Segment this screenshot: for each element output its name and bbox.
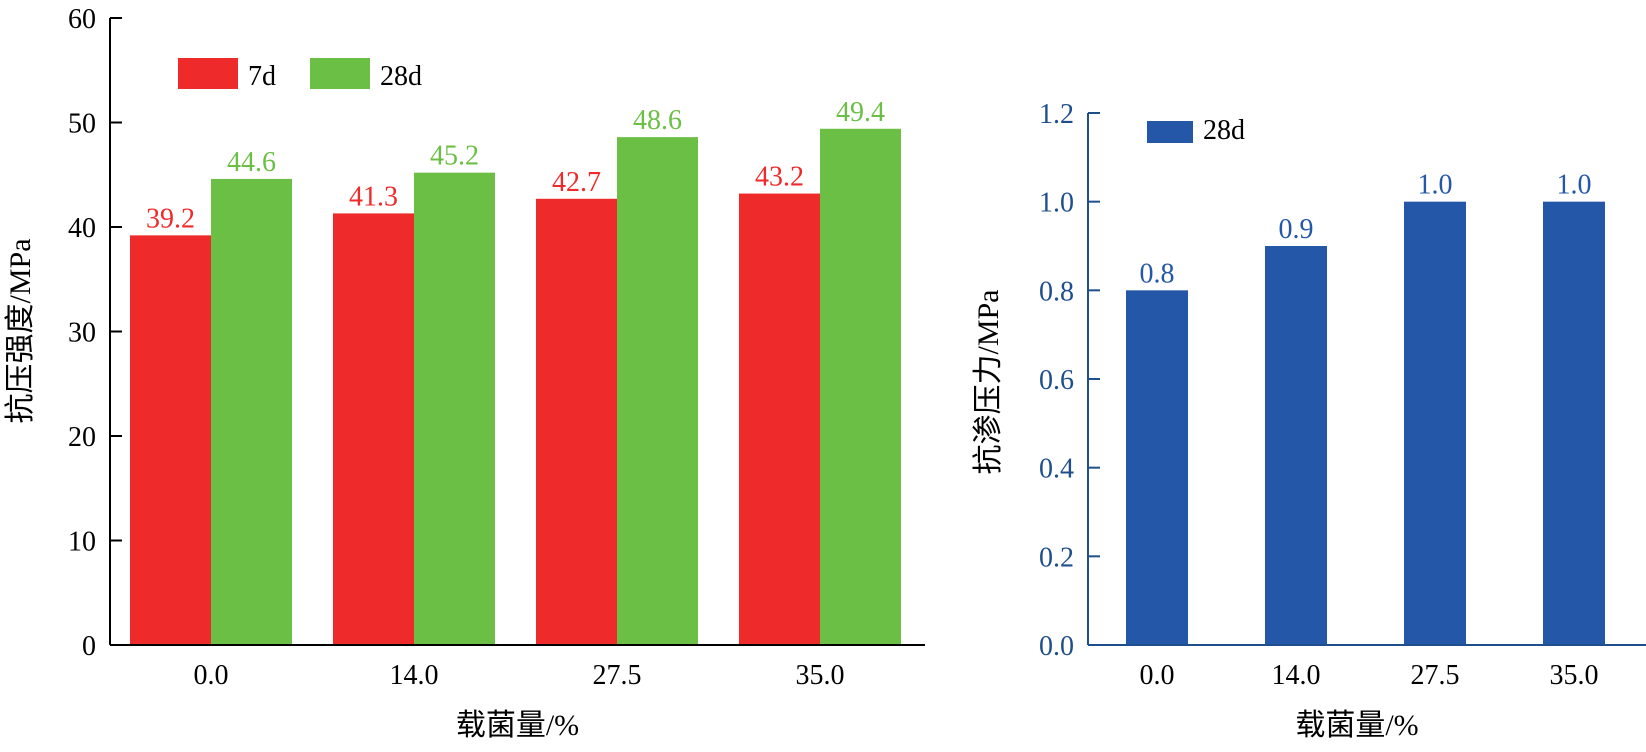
data-label-1-28d-0: 0.8 bbox=[1140, 258, 1175, 289]
x-tick-label-0-2: 27.5 bbox=[593, 660, 642, 691]
data-label-0-28d-1: 45.2 bbox=[430, 141, 479, 172]
bar-0-7d-2 bbox=[536, 198, 617, 645]
x-tick-label-0-1: 14.0 bbox=[390, 660, 439, 691]
legend-label-0-28d: 28d bbox=[380, 61, 422, 92]
y-axis-label-0: 抗压强度/MPa bbox=[4, 238, 37, 423]
y-tick-label-0-1: 10 bbox=[68, 527, 96, 558]
bar-1-28d-2 bbox=[1404, 201, 1466, 645]
x-tick-label-1-1: 14.0 bbox=[1272, 660, 1321, 691]
y-tick-label-0-3: 30 bbox=[68, 318, 96, 349]
y-tick-label-1-0: 0.0 bbox=[1039, 631, 1074, 662]
bar-0-28d-3 bbox=[820, 128, 901, 645]
x-axis-label-1: 载菌量/% bbox=[1295, 709, 1418, 742]
y-tick-label-1-2: 0.4 bbox=[1039, 454, 1074, 485]
x-tick-label-0-0: 0.0 bbox=[194, 660, 229, 691]
legend-label-1-28d: 28d bbox=[1203, 115, 1245, 146]
data-label-0-28d-0: 44.6 bbox=[227, 147, 276, 178]
data-label-1-28d-3: 1.0 bbox=[1557, 170, 1592, 201]
legend-label-0-7d: 7d bbox=[248, 61, 276, 92]
data-label-0-7d-2: 42.7 bbox=[552, 167, 601, 198]
y-tick-label-1-5: 1.0 bbox=[1039, 188, 1074, 219]
data-label-0-28d-2: 48.6 bbox=[633, 105, 682, 136]
bar-0-28d-2 bbox=[617, 137, 698, 645]
x-tick-label-0-3: 35.0 bbox=[796, 660, 845, 691]
bar-0-28d-1 bbox=[414, 172, 495, 645]
y-tick-label-1-4: 0.8 bbox=[1039, 276, 1074, 307]
x-axis-label-0: 载菌量/% bbox=[456, 709, 579, 742]
y-axis-label-1: 抗渗压力/MPa bbox=[972, 289, 1005, 474]
bar-0-28d-0 bbox=[211, 178, 292, 645]
x-tick-label-1-3: 35.0 bbox=[1550, 660, 1599, 691]
y-tick-label-0-4: 40 bbox=[68, 213, 96, 244]
y-tick-label-0-5: 50 bbox=[68, 109, 96, 140]
y-tick-label-0-6: 60 bbox=[68, 4, 96, 35]
bar-0-7d-1 bbox=[333, 213, 414, 646]
data-label-0-7d-1: 41.3 bbox=[349, 181, 398, 212]
x-tick-label-1-2: 27.5 bbox=[1411, 660, 1460, 691]
bar-1-28d-3 bbox=[1543, 201, 1605, 645]
data-label-0-7d-3: 43.2 bbox=[755, 162, 804, 193]
legend-swatch-0-28d bbox=[310, 58, 370, 89]
x-tick-label-1-0: 0.0 bbox=[1140, 660, 1175, 691]
data-label-0-28d-3: 49.4 bbox=[836, 97, 885, 128]
bar-0-7d-0 bbox=[130, 235, 211, 646]
bar-0-7d-3 bbox=[739, 193, 820, 645]
bar-1-28d-0 bbox=[1126, 290, 1188, 645]
data-label-1-28d-2: 1.0 bbox=[1418, 170, 1453, 201]
y-tick-label-1-1: 0.2 bbox=[1039, 542, 1074, 573]
y-tick-label-0-0: 0 bbox=[82, 631, 96, 662]
data-label-1-28d-1: 0.9 bbox=[1279, 214, 1314, 245]
y-tick-label-1-3: 0.6 bbox=[1039, 365, 1074, 396]
legend-swatch-0-7d bbox=[178, 58, 238, 89]
legend-swatch-1-28d bbox=[1147, 121, 1193, 143]
bar-1-28d-1 bbox=[1265, 246, 1327, 645]
data-label-0-7d-0: 39.2 bbox=[146, 203, 195, 234]
y-tick-label-0-2: 20 bbox=[68, 422, 96, 453]
y-tick-label-1-6: 1.2 bbox=[1039, 99, 1074, 130]
